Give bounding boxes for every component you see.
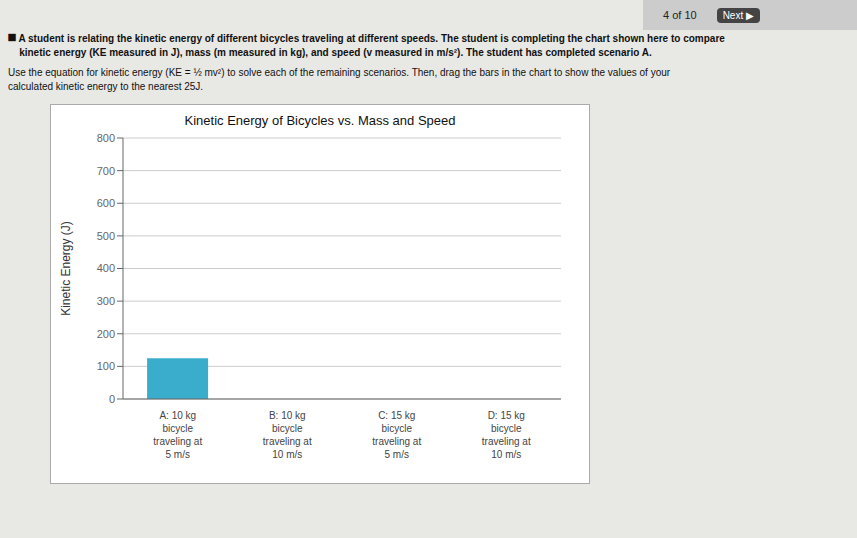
html-text:⯀ A student is relating the ki: ⯀ A student is relating the kinetic ener… xyxy=(8,33,725,44)
html-text:4 of 10: 4 of 10 xyxy=(663,9,697,21)
svg-text:Kinetic Energy (J): Kinetic Energy (J) xyxy=(59,221,73,316)
svg-text:200: 200 xyxy=(97,328,115,340)
svg-text:500: 500 xyxy=(97,230,115,242)
svg-text:700: 700 xyxy=(97,165,115,177)
html-text:calculated kinetic energy to t: calculated kinetic energy to the nearest… xyxy=(8,81,204,92)
svg-text:100: 100 xyxy=(97,360,115,372)
svg-text:300: 300 xyxy=(97,295,115,307)
svg-text:800: 800 xyxy=(97,132,115,144)
html-text:Next ▶: Next ▶ xyxy=(722,9,754,21)
svg-text:B: 10 kgbicycletraveling at10: B: 10 kgbicycletraveling at10 m/s xyxy=(263,410,312,460)
html-text:Kinetic Energy of Bicycles vs.: Kinetic Energy of Bicycles vs. Mass and … xyxy=(184,113,456,128)
svg-text:C: 15 kgbicycletraveling at5 m: C: 15 kgbicycletraveling at5 m/s xyxy=(372,410,421,460)
svg-text:400: 400 xyxy=(97,262,115,274)
html-text:kinetic energy (KE measured in: kinetic energy (KE measured in J), mass … xyxy=(8,47,652,58)
svg-text:A: 10 kgbicycletraveling at5 m: A: 10 kgbicycletraveling at5 m/s xyxy=(153,410,202,460)
svg-text:0: 0 xyxy=(109,393,115,405)
svg-text:600: 600 xyxy=(97,197,115,209)
svg-text:D: 15 kgbicycletraveling at10: D: 15 kgbicycletraveling at10 m/s xyxy=(482,410,531,460)
html-text:Use the equation for kinetic e: Use the equation for kinetic energy (KE … xyxy=(8,67,671,78)
